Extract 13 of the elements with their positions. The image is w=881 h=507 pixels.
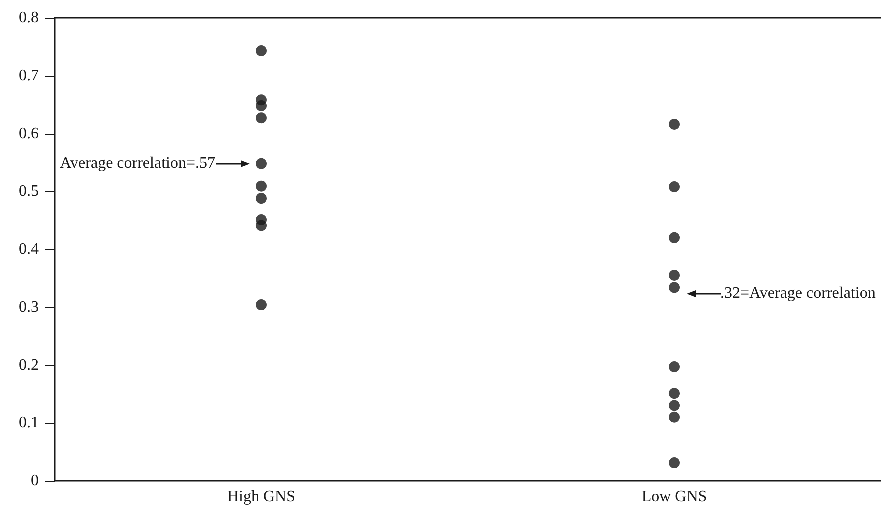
x-tick-label: High GNS: [227, 488, 296, 506]
x-tick-label: Low GNS: [642, 488, 708, 506]
y-tick-label: 0.5: [19, 183, 39, 200]
y-tick-label: 0.6: [19, 125, 39, 142]
y-tick-label: 0.8: [19, 10, 39, 26]
annotation: Average correlation=.57: [60, 154, 216, 173]
y-tick-label: 0: [31, 472, 39, 490]
y-tick-label: 0.1: [19, 414, 39, 432]
annotation: .32=Average correlation: [720, 285, 876, 304]
y-tick-label: 0.4: [19, 241, 39, 258]
y-tick-label: 0.7: [19, 67, 39, 84]
y-tick-label: 0.3: [19, 298, 39, 316]
y-tick-label: 0.2: [19, 356, 39, 374]
